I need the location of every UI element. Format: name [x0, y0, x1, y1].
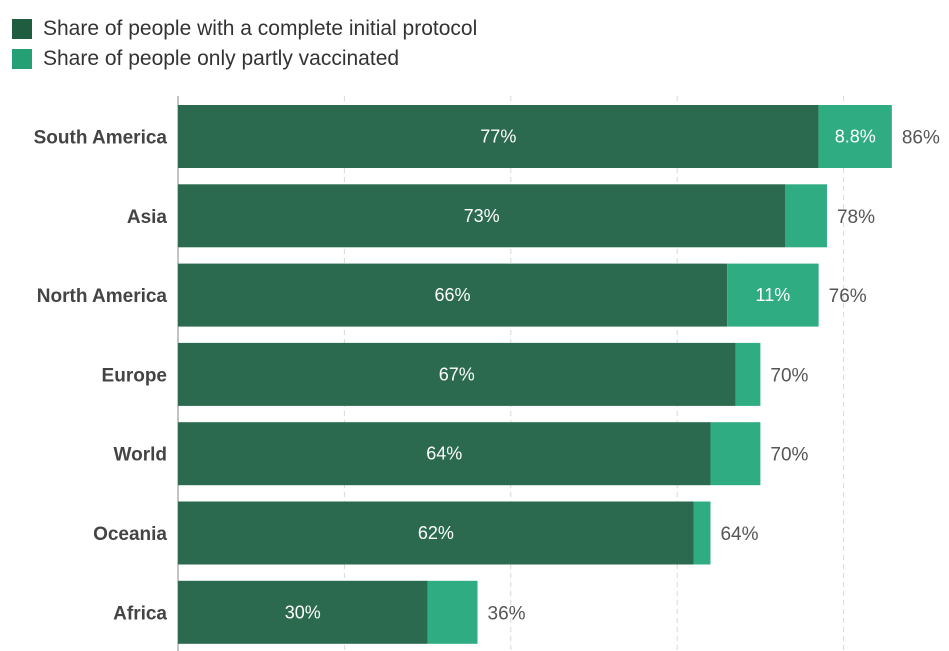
bar-total-label: 36% — [488, 603, 526, 624]
legend-swatch-partial — [12, 49, 32, 69]
bar-partial — [735, 342, 761, 406]
bar-partial — [818, 105, 892, 168]
bar-complete — [178, 184, 786, 248]
bar-complete — [178, 342, 736, 406]
bar-total-label: 78% — [837, 207, 875, 228]
legend-swatch-complete — [12, 19, 32, 39]
category-label: Asia — [127, 207, 168, 228]
bar-partial — [710, 422, 761, 486]
bar-complete-label: 64% — [426, 444, 462, 464]
bar-complete — [178, 105, 819, 168]
legend-item-partial: Share of people only partly vaccinated — [12, 44, 477, 74]
bar-complete-label: 62% — [418, 523, 454, 543]
bar-area: South America 77% 8.8% 86% Asia 73% 78% North A… — [34, 105, 940, 644]
bar-partial — [693, 501, 711, 565]
legend: Share of people with a complete initial … — [12, 14, 477, 74]
bar-partial — [427, 580, 478, 644]
bar-complete — [178, 422, 711, 486]
bar-total-label: 70% — [770, 445, 808, 466]
category-label: World — [114, 445, 167, 466]
legend-item-complete: Share of people with a complete initial … — [12, 14, 477, 44]
legend-label-complete: Share of people with a complete initial … — [43, 17, 478, 40]
bar-complete-label: 67% — [439, 364, 475, 384]
category-label: North America — [37, 286, 168, 307]
bar-complete-label: 66% — [435, 285, 471, 305]
bar-partial — [785, 184, 827, 248]
bar-complete-label: 77% — [480, 127, 516, 147]
bar-complete-label: 30% — [285, 602, 321, 622]
category-label: Europe — [102, 365, 167, 386]
bar-total-label: 70% — [770, 365, 808, 386]
category-label: South America — [34, 128, 168, 149]
bar-complete — [178, 501, 694, 565]
legend-label-partial: Share of people only partly vaccinated — [43, 47, 400, 70]
bar-partial-label: 8.8% — [835, 127, 876, 147]
category-label: Oceania — [93, 524, 167, 545]
bar-complete-label: 73% — [464, 206, 500, 226]
bar-complete — [178, 263, 728, 327]
bar-total-label: 86% — [902, 128, 940, 149]
category-label: Africa — [113, 603, 167, 624]
bar-partial-label: 11% — [756, 285, 791, 305]
bar-total-label: 76% — [829, 286, 867, 307]
bar-complete — [178, 580, 428, 644]
bar-partial — [727, 263, 819, 327]
bar-total-label: 64% — [720, 524, 758, 545]
